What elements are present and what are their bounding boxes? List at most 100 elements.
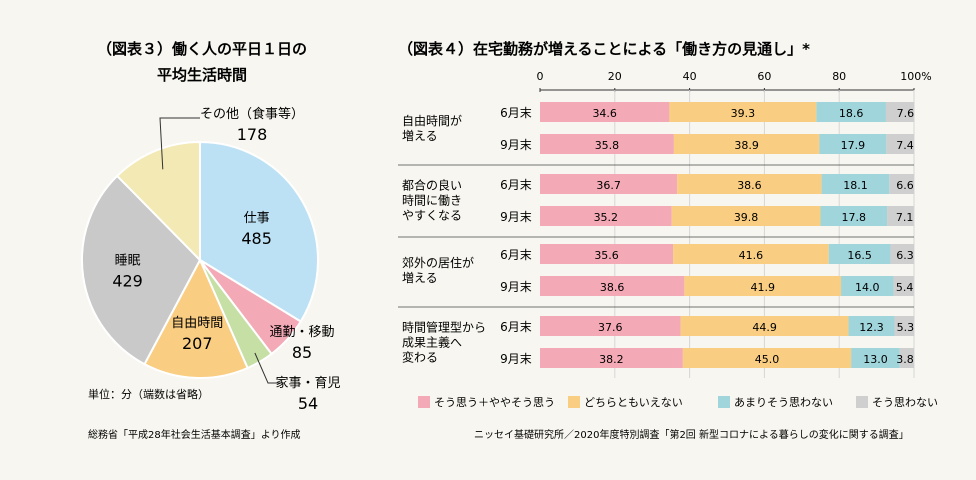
pie-label-value-3: 207	[182, 334, 213, 353]
bar-segment-3-1-2	[851, 348, 900, 368]
legend-label-3: そう思わない	[872, 396, 938, 409]
group-label-1-1: 時間に働き	[402, 194, 462, 208]
row-label-3-0: 6月末	[500, 320, 532, 334]
pie-label-name-1: 通勤・移動	[269, 325, 334, 340]
legend-swatch-1	[568, 396, 580, 408]
bar-segment-1-0-3	[889, 174, 914, 194]
bar-value-label-2-1-0: 38.6	[600, 281, 625, 294]
bar-value-label-3-1-3: 3.8	[896, 353, 914, 366]
bar-value-label-3-0-1: 44.9	[752, 321, 777, 334]
bar-segment-1-1-1	[671, 206, 821, 226]
bar-value-label-2-1-2: 14.0	[855, 281, 880, 294]
row-label-1-0: 6月末	[500, 178, 532, 192]
bar-segment-0-0-0	[540, 102, 670, 122]
group-label-0-1: 増える	[402, 129, 438, 143]
bar-segment-3-0-0	[540, 316, 681, 336]
bar-segment-1-1-0	[540, 206, 672, 226]
bar-value-label-1-1-1: 39.8	[734, 211, 759, 224]
group-label-1-2: やすくなる	[402, 209, 462, 223]
bar-segment-1-1-2	[820, 206, 888, 226]
legend-label-0: そう思う＋ややそう思う	[434, 396, 555, 409]
x-tick-label-0: 0	[537, 70, 544, 83]
x-tick-label-1: 20	[608, 70, 622, 83]
bar-value-label-0-1-3: 7.4	[896, 139, 914, 152]
legend-swatch-2	[718, 396, 730, 408]
pie-label-value-0: 485	[241, 229, 272, 248]
bar-segment-1-0-0	[540, 174, 678, 194]
pie-label-name-3: 自由時間	[171, 316, 223, 331]
bar-segment-1-0-1	[677, 174, 822, 194]
pie-label-value-1: 85	[292, 343, 312, 362]
row-label-2-0: 6月末	[500, 248, 532, 262]
bar-segment-2-0-2	[828, 244, 891, 264]
bar-value-label-2-1-3: 5.4	[896, 281, 914, 294]
bar-segment-2-1-2	[841, 276, 894, 296]
bar-value-label-3-0-3: 5.3	[897, 321, 915, 334]
row-label-2-1: 9月末	[500, 280, 532, 294]
bar-value-label-1-0-1: 38.6	[737, 179, 762, 192]
bar-value-label-1-1-2: 17.8	[842, 211, 867, 224]
bar-title: （図表４）在宅勤務が増えることによる「働き方の見通し」*	[398, 40, 810, 58]
bar-segment-2-0-0	[540, 244, 674, 264]
pie-slice-3	[143, 257, 249, 379]
pie-slice-5	[115, 140, 201, 263]
bar-segment-3-1-3	[899, 348, 914, 368]
row-label-3-1: 9月末	[500, 352, 532, 366]
bar-value-label-1-0-3: 6.6	[896, 179, 914, 192]
pie-label-value-2: 54	[298, 394, 318, 413]
bar-segment-0-0-2	[816, 102, 886, 122]
bar-segment-2-0-1	[673, 244, 829, 264]
bar-value-label-3-1-2: 13.0	[863, 353, 888, 366]
x-tick-label-5: 100%	[900, 70, 931, 83]
bar-value-label-0-0-0: 34.6	[592, 107, 617, 120]
pie-label-value-5: 178	[237, 125, 268, 144]
bar-segment-2-1-0	[540, 276, 685, 296]
row-label-0-1: 9月末	[500, 138, 532, 152]
bar-value-label-0-0-2: 18.6	[839, 107, 864, 120]
bar-source: ニッセイ基礎研究所／2020年度特別調査「第2回 新型コロナによる暮らしの変化に…	[474, 428, 909, 441]
bar-segment-0-0-3	[885, 102, 915, 122]
group-label-3-1: 成果主義へ	[402, 335, 462, 350]
pie-title-line2: 平均生活時間	[157, 66, 247, 84]
pie-leader-line-5	[159, 117, 200, 170]
legend-swatch-0	[418, 396, 430, 408]
bar-value-label-0-0-3: 7.6	[897, 107, 915, 120]
bar-value-label-0-1-0: 35.8	[595, 139, 620, 152]
bar-segment-3-0-2	[848, 316, 895, 336]
pie-label-name-5: その他（食事等）	[200, 106, 304, 122]
bar-value-label-3-1-1: 45.0	[755, 353, 780, 366]
bar-segment-2-1-1	[684, 276, 842, 296]
pie-title-line1: （図表３）働く人の平日１日の	[97, 40, 307, 58]
legend-swatch-3	[856, 396, 868, 408]
bar-value-label-3-1-0: 38.2	[599, 353, 624, 366]
bar-value-label-3-0-0: 37.6	[598, 321, 623, 334]
legend-label-2: あまりそう思わない	[734, 396, 833, 409]
bar-value-label-1-1-3: 7.1	[896, 211, 914, 224]
pie-label-name-0: 仕事	[244, 211, 270, 226]
pie-slice-0	[199, 140, 319, 323]
bar-segment-3-0-1	[680, 316, 849, 336]
bar-value-label-2-0-1: 41.6	[739, 249, 764, 262]
bar-value-label-2-0-0: 35.6	[594, 249, 619, 262]
bar-value-label-3-0-2: 12.3	[859, 321, 884, 334]
pie-slice-4	[81, 174, 202, 366]
bar-value-label-0-1-1: 38.9	[734, 139, 759, 152]
bar-segment-0-1-0	[540, 134, 674, 154]
bar-segment-0-0-1	[669, 102, 817, 122]
group-label-3-0: 時間管理型から	[402, 320, 486, 335]
bar-value-label-2-1-1: 41.9	[750, 281, 775, 294]
pie-label-value-4: 429	[112, 272, 143, 291]
group-label-1-0: 都合の良い	[402, 178, 462, 193]
bar-segment-3-0-3	[894, 316, 915, 336]
bar-segment-0-1-1	[673, 134, 820, 154]
row-label-1-1: 9月末	[500, 210, 532, 224]
bar-segment-0-1-3	[886, 134, 914, 154]
bar-value-label-0-0-1: 39.3	[731, 107, 756, 120]
group-label-0-0: 自由時間が	[402, 113, 462, 128]
bar-value-label-0-1-2: 17.9	[841, 139, 866, 152]
bar-segment-3-1-0	[540, 348, 683, 368]
group-label-2-1: 増える	[402, 271, 438, 285]
row-label-0-0: 6月末	[500, 106, 532, 120]
x-tick-label-3: 60	[757, 70, 771, 83]
